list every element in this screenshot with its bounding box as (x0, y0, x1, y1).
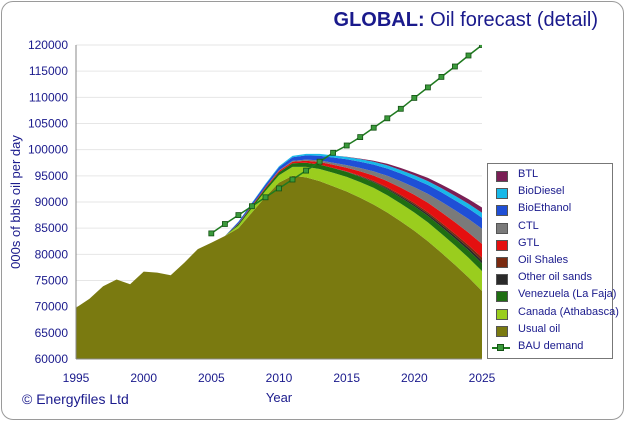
legend-swatch (496, 222, 508, 234)
legend-item-canada: Canada (Athabasca) (488, 305, 619, 322)
y-tick-85000: 85000 (35, 221, 69, 235)
legend-marker-swatch (497, 344, 504, 351)
legend: BTL BioDiesel BioEthanol CTL GTL Oil Shales Ot… (487, 163, 619, 359)
legend-label: BioEthanol (518, 202, 572, 215)
legend-label: BioDiesel (518, 185, 565, 198)
legend-item-other_oil_sands: Other oil sands (488, 270, 612, 287)
title-rest: Oil forecast (detail) (424, 9, 598, 31)
legend-item-usual_oil: Usual oil (488, 322, 612, 339)
legend-item-oil_shales: Oil Shales (488, 253, 612, 270)
y-tick-75000: 75000 (35, 274, 69, 288)
area-usual_oil (76, 175, 482, 359)
legend-item-gtl: GTL (488, 236, 612, 253)
y-tick-100000: 100000 (28, 143, 68, 157)
bau-marker-2018 (384, 115, 391, 122)
legend-label: Venezuela (La Faja) (518, 288, 617, 301)
legend-swatch (496, 257, 508, 268)
bau-marker-2023 (451, 63, 458, 70)
bau-marker-2015 (343, 142, 350, 149)
area-canada (76, 166, 482, 308)
legend-label: Other oil sands (518, 271, 592, 284)
legend-swatch (496, 239, 508, 251)
stacked-areas (76, 153, 482, 359)
bau-demand-line-group (208, 45, 482, 237)
legend-label: Usual oil (518, 322, 561, 335)
x-tick-2025: 2025 (469, 371, 496, 385)
bau-marker-2007 (235, 212, 242, 219)
y-tick-65000: 65000 (35, 326, 69, 340)
x-axis-label: Year (266, 390, 293, 405)
legend-swatch (496, 325, 508, 337)
legend-label: BAU demand (518, 340, 584, 352)
bau-marker-2019 (397, 105, 404, 112)
legend-item-bioethanol: BioEthanol (488, 201, 612, 218)
x-tick-labels: 1995 2000 2005 2010 2015 2020 2025 (63, 371, 496, 385)
legend-swatch (496, 188, 508, 200)
title-bold: GLOBAL: (333, 9, 425, 31)
bau-marker-2022 (438, 74, 445, 80)
legend-swatch (496, 308, 508, 320)
y-tick-60000: 60000 (35, 352, 69, 366)
y-tick-95000: 95000 (35, 169, 69, 183)
legend-swatch (496, 205, 508, 217)
x-tick-2005: 2005 (198, 371, 225, 385)
legend-label: GTL (518, 236, 540, 249)
legend-label: CTL (518, 219, 539, 232)
bau-marker-2012 (303, 167, 310, 174)
y-tick-115000: 115000 (29, 64, 68, 78)
bau-marker-2021 (424, 84, 431, 91)
legend-label: Oil Shales (518, 254, 569, 266)
x-tick-2015: 2015 (333, 371, 360, 385)
y-tick-120000: 120000 (28, 38, 68, 52)
legend-label: BTL (518, 168, 539, 180)
bau-marker-2020 (411, 95, 418, 101)
bau-marker-2010 (276, 185, 282, 192)
bau-marker-2013 (316, 158, 323, 165)
bau-marker-2017 (370, 124, 377, 131)
bau-marker-2006 (221, 221, 228, 227)
bau-marker-2014 (330, 149, 337, 156)
legend-item-venezuela: Venezuela (La Faja) (488, 287, 616, 304)
y-axis-label: 000s of bbls oil per day (8, 135, 23, 269)
legend-item-btl: BTL (488, 167, 612, 184)
chart-title: GLOBAL: Oil forecast (detail) (0, 9, 598, 32)
legend-item-biodiesel: BioDiesel (488, 184, 612, 201)
x-tick-2010: 2010 (266, 371, 293, 385)
legend-swatch (496, 291, 508, 303)
x-tick-2020: 2020 (401, 371, 428, 385)
legend-item-bau: BAU demand (488, 339, 612, 356)
bau-marker-2025 (479, 45, 482, 48)
x-tick-1995: 1995 (63, 371, 90, 385)
axes (75, 45, 482, 360)
y-tick-105000: 105000 (28, 117, 68, 131)
bau-marker-2024 (465, 52, 472, 59)
bau-marker-2005 (208, 230, 215, 237)
bau-marker-2008 (248, 203, 255, 210)
y-tick-80000: 80000 (35, 247, 69, 261)
y-tick-90000: 90000 (35, 195, 69, 209)
bau-marker-2016 (357, 134, 364, 141)
legend-swatch (496, 274, 508, 286)
x-tick-2000: 2000 (130, 371, 157, 385)
legend-item-ctl: CTL (488, 219, 612, 236)
legend-label: Canada (Athabasca) (518, 305, 619, 318)
y-tick-110000: 110000 (29, 90, 68, 104)
y-tick-70000: 70000 (35, 300, 69, 314)
y-tick-labels: 60000 65000 70000 75000 80000 85000 90000 95000… (28, 38, 68, 366)
bau-marker-2009 (262, 194, 269, 201)
legend-swatch (496, 171, 508, 182)
copyright-text: © Energyfiles Ltd (22, 391, 129, 407)
bau-marker-2011 (289, 176, 296, 183)
